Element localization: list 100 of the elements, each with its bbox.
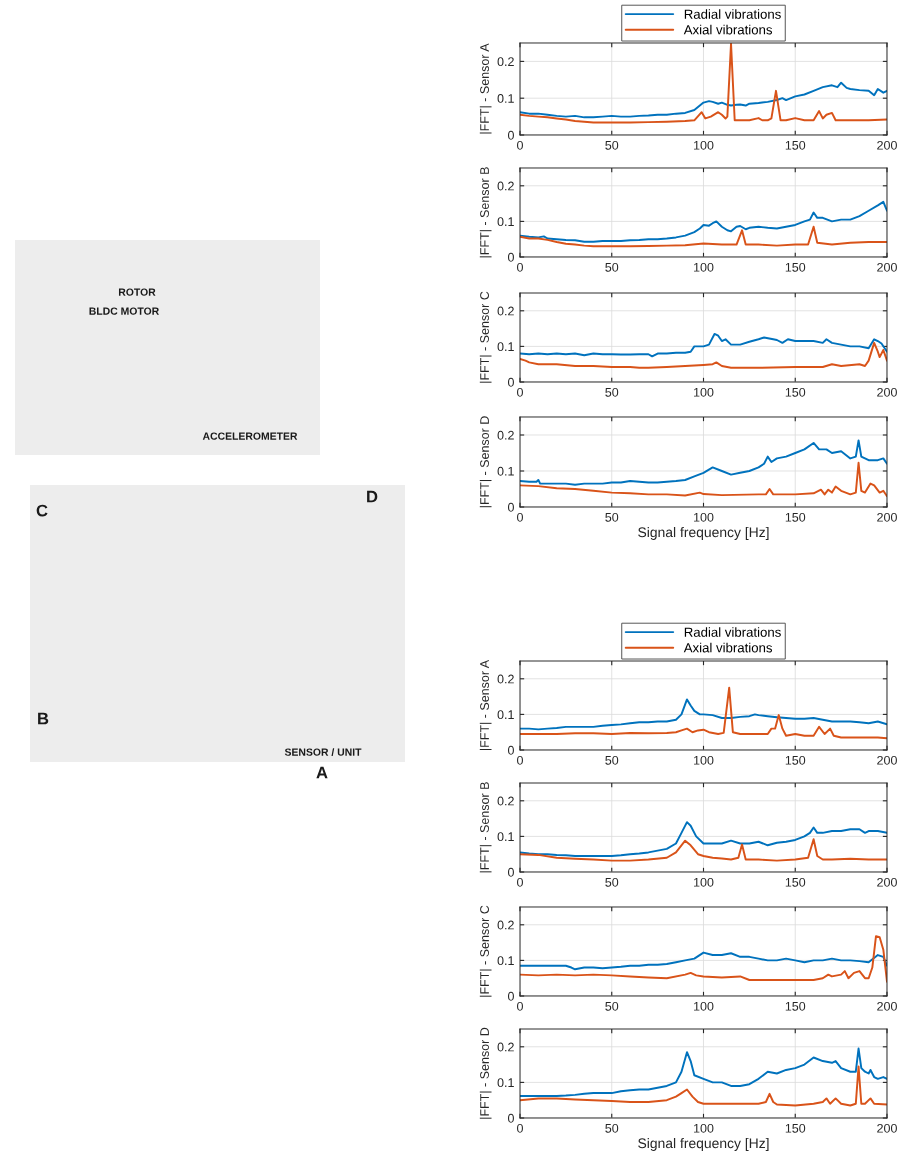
x-tick-label: 200: [877, 262, 897, 272]
line-series: [520, 332, 887, 358]
text: A: [316, 766, 328, 779]
y-tick-label: 0.1: [497, 342, 514, 352]
legend-label: Radial vibrations: [684, 9, 781, 19]
y-tick-label: 0.2: [497, 796, 514, 806]
y-axis-title: |FFT| - Sensor C: [479, 291, 492, 383]
line-series: [520, 935, 887, 983]
x-tick-label: 200: [877, 512, 897, 522]
y-tick-label: 0.1: [497, 94, 514, 103]
x-tick-label: 150: [785, 1001, 806, 1011]
legend-label: Axial vibrations: [683, 642, 773, 653]
x-tick-label: 150: [785, 1123, 806, 1133]
y-tick-label: 0: [507, 252, 514, 262]
y-axis-title: |FFT| - Sensor A: [479, 659, 492, 750]
y-axis-title: |FFT| - Sensor D: [479, 416, 492, 508]
x-tick-label: 0: [517, 1001, 523, 1011]
x-tick-label: 100: [694, 387, 714, 397]
x-tick-label: 100: [694, 140, 714, 150]
x-tick-label: 100: [694, 262, 714, 272]
x-tick-label: 0: [517, 755, 523, 765]
y-axis-title: |FFT| - Sensor D: [479, 1027, 492, 1119]
x-tick-label: 50: [605, 512, 619, 522]
x-tick-label: 200: [877, 387, 897, 397]
y-tick-label: 0.1: [497, 217, 514, 227]
y-tick-label: 0: [507, 991, 514, 1001]
x-tick-label: 100: [694, 877, 714, 887]
y-tick-label: 0.2: [497, 1042, 514, 1052]
text: B: [38, 712, 49, 725]
y-tick-label: 0.2: [497, 430, 514, 440]
line-series: [520, 81, 887, 119]
y-tick-label: 0.1: [497, 1078, 514, 1088]
y-tick-label: 0: [507, 502, 514, 512]
legend-label: Axial vibrations: [683, 24, 773, 35]
x-tick-label: 150: [785, 140, 806, 150]
x-tick-label: 0: [517, 387, 523, 397]
y-tick-label: 0.2: [497, 57, 514, 67]
x-tick-label: 0: [517, 262, 523, 272]
x-tick-label: 50: [605, 140, 619, 150]
x-tick-label: 0: [517, 512, 523, 522]
line-series: [520, 1047, 887, 1097]
line-series: [520, 225, 887, 248]
x-tick-label: 50: [605, 755, 619, 765]
y-axis-title: |FFT| - Sensor B: [479, 167, 492, 258]
y-tick-label: 0.2: [497, 674, 514, 684]
y-tick-label: 0.2: [497, 306, 514, 316]
x-tick-label: 0: [517, 140, 523, 150]
x-tick-label: 150: [785, 512, 806, 522]
x-tick-label: 150: [785, 877, 806, 887]
y-tick-label: 0.1: [497, 466, 514, 476]
x-tick-label: 50: [605, 1123, 619, 1133]
text: ROTOR: [118, 288, 156, 296]
y-tick-label: 0: [507, 867, 514, 877]
x-tick-label: 200: [877, 877, 897, 887]
text: C: [36, 504, 48, 517]
line-series: [520, 461, 887, 498]
x-tick-label: 150: [785, 755, 806, 765]
y-axis-title: |FFT| - Sensor B: [479, 782, 492, 873]
y-tick-label: 0.2: [497, 920, 514, 930]
x-tick-label: 150: [785, 262, 806, 272]
line-series: [520, 686, 887, 740]
text: ACCELEROMETER: [202, 432, 298, 440]
x-tick-label: 100: [694, 1001, 714, 1011]
text: D: [367, 490, 378, 503]
x-axis-title: Signal frequency [Hz]: [638, 526, 769, 540]
y-tick-label: 0: [507, 745, 514, 755]
x-tick-label: 50: [605, 262, 619, 272]
line-series: [520, 698, 887, 731]
x-tick-label: 50: [605, 1001, 619, 1011]
line-series: [520, 200, 887, 243]
text: BLDC MOTOR: [89, 307, 159, 315]
line-series: [520, 821, 887, 857]
x-tick-label: 200: [877, 1001, 897, 1011]
x-tick-label: 100: [694, 1123, 714, 1133]
legend-label: Radial vibrations: [684, 627, 781, 637]
line-series: [520, 838, 887, 862]
x-tick-label: 200: [877, 1123, 897, 1133]
y-tick-label: 0.1: [497, 956, 514, 966]
line-series: [520, 439, 887, 486]
y-tick-label: 0: [507, 130, 514, 140]
x-tick-label: 0: [517, 877, 523, 887]
y-tick-label: 0.2: [497, 181, 514, 191]
y-tick-label: 0: [507, 377, 514, 387]
x-tick-label: 100: [694, 755, 714, 765]
y-tick-label: 0: [507, 1113, 514, 1123]
x-tick-label: 100: [694, 512, 714, 522]
y-axis-title: |FFT| - Sensor C: [479, 905, 492, 997]
y-axis-title: |FFT| - Sensor A: [479, 43, 492, 134]
x-tick-label: 50: [605, 387, 619, 397]
x-tick-label: 150: [785, 387, 806, 397]
line-series: [520, 1065, 887, 1107]
y-tick-label: 0.1: [497, 710, 514, 720]
y-tick-label: 0.1: [497, 832, 514, 842]
text: SENSOR / UNIT: [284, 748, 362, 756]
x-tick-label: 200: [877, 140, 897, 150]
x-tick-label: 200: [877, 755, 897, 765]
line-series: [520, 341, 887, 369]
x-tick-label: 0: [517, 1123, 523, 1133]
x-tick-label: 50: [605, 877, 619, 887]
x-axis-title: Signal frequency [Hz]: [638, 1137, 769, 1151]
